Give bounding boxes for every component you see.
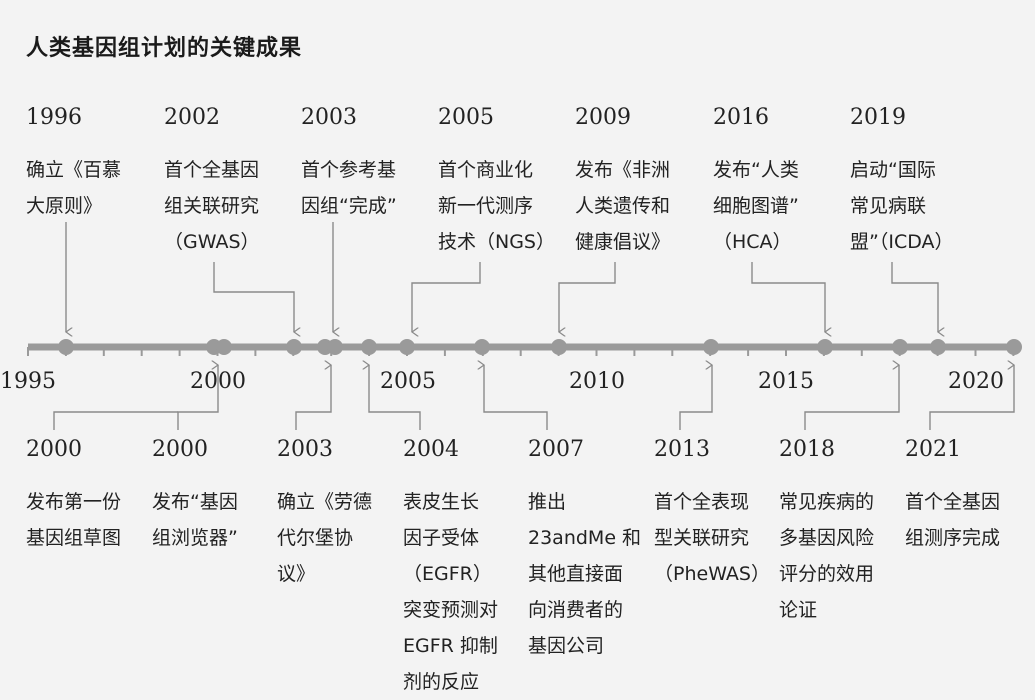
event-description: 首个参考基 因组“完成” bbox=[301, 159, 397, 217]
event-description: 确立《百慕 大原则》 bbox=[26, 159, 122, 217]
event-description: 发布第一份 基因组草图 bbox=[26, 491, 122, 549]
event-description: 发布“人类 细胞图谱” （HCA） bbox=[713, 159, 799, 253]
event-connector bbox=[559, 262, 616, 332]
event-dot bbox=[361, 339, 377, 355]
axis-label-1995: 1995 bbox=[0, 369, 56, 394]
event-year: 2021 bbox=[905, 437, 961, 462]
event-description: 首个商业化 新一代测序 技术（NGS） bbox=[438, 159, 555, 253]
event-bottom-2003: 2003 确立《劳德 代尔堡协 议》 bbox=[277, 436, 417, 592]
event-top-1996: 1996 确立《百慕 大原则》 bbox=[26, 104, 166, 224]
axis-label-2000: 2000 bbox=[190, 369, 246, 394]
event-bottom-2000-draft: 2000 发布第一份 基因组草图 bbox=[26, 436, 166, 556]
event-dot bbox=[930, 339, 946, 355]
event-connector bbox=[484, 365, 548, 430]
event-connector bbox=[295, 365, 331, 430]
event-dot bbox=[216, 339, 232, 355]
event-dot bbox=[703, 339, 719, 355]
axis-label-2010: 2010 bbox=[569, 369, 625, 394]
event-dot bbox=[474, 339, 490, 355]
event-dot bbox=[58, 339, 74, 355]
event-dot bbox=[892, 339, 908, 355]
axis-label-2020: 2020 bbox=[948, 369, 1004, 394]
event-year: 1996 bbox=[26, 105, 82, 130]
event-bottom-2004: 2004 表皮生长 因子受体 （EGFR） 突变预测对 EGFR 抑制 剂的反应 bbox=[403, 436, 543, 700]
event-dot bbox=[286, 339, 302, 355]
event-description: 启动“国际 常见病联 盟”（ICDA） bbox=[850, 159, 954, 253]
event-dots bbox=[58, 339, 1022, 355]
event-year: 2003 bbox=[301, 105, 357, 130]
event-top-2009: 2009 发布《非洲 人类遗传和 健康倡议》 bbox=[575, 104, 715, 260]
event-bottom-2000-browser: 2000 发布“基因 组浏览器” bbox=[152, 436, 292, 556]
event-connector bbox=[929, 365, 1014, 430]
event-year: 2016 bbox=[713, 105, 769, 130]
event-bottom-2013: 2013 首个全表现 型关联研究 （PheWAS） bbox=[654, 436, 794, 592]
event-description: 表皮生长 因子受体 （EGFR） 突变预测对 EGFR 抑制 剂的反应 bbox=[403, 491, 499, 693]
event-year: 2018 bbox=[779, 437, 835, 462]
event-year: 2009 bbox=[575, 105, 631, 130]
event-year: 2000 bbox=[152, 437, 208, 462]
event-top-2002: 2002 首个全基因 组关联研究 （GWAS） bbox=[164, 104, 304, 260]
event-year: 2005 bbox=[438, 105, 494, 130]
event-bottom-2021: 2021 首个全基因 组测序完成 bbox=[905, 436, 1035, 556]
event-connector bbox=[891, 262, 938, 332]
event-top-2016: 2016 发布“人类 细胞图谱” （HCA） bbox=[713, 104, 853, 260]
event-description: 首个全基因 组测序完成 bbox=[905, 491, 1001, 549]
event-connector bbox=[213, 262, 294, 332]
event-connector bbox=[177, 365, 218, 430]
event-year: 2000 bbox=[26, 437, 82, 462]
event-description: 发布“基因 组浏览器” bbox=[152, 491, 238, 549]
event-connector bbox=[369, 365, 421, 430]
event-description: 常见疾病的 多基因风险 评分的效用 论证 bbox=[779, 491, 875, 621]
event-connectors bbox=[53, 222, 1014, 430]
event-connector bbox=[412, 262, 481, 332]
event-description: 首个全表现 型关联研究 （PheWAS） bbox=[654, 491, 770, 585]
axis-label-2015: 2015 bbox=[758, 369, 814, 394]
event-year: 2013 bbox=[654, 437, 710, 462]
event-dot bbox=[399, 339, 415, 355]
event-year: 2002 bbox=[164, 105, 220, 130]
event-top-2005: 2005 首个商业化 新一代测序 技术（NGS） bbox=[438, 104, 578, 260]
event-top-2003: 2003 首个参考基 因组“完成” bbox=[301, 104, 441, 224]
event-year: 2003 bbox=[277, 437, 333, 462]
event-year: 2007 bbox=[528, 437, 584, 462]
event-description: 首个全基因 组关联研究 （GWAS） bbox=[164, 159, 260, 253]
event-connector bbox=[804, 365, 899, 430]
event-year: 2019 bbox=[850, 105, 906, 130]
event-dot bbox=[1006, 339, 1022, 355]
event-dot bbox=[817, 339, 833, 355]
event-connector bbox=[53, 411, 178, 430]
event-dot bbox=[327, 339, 343, 355]
event-connector bbox=[679, 365, 712, 430]
figure-title: 人类基因组计划的关键成果 bbox=[26, 36, 303, 61]
axis-label-2005: 2005 bbox=[380, 369, 436, 394]
event-description: 确立《劳德 代尔堡协 议》 bbox=[277, 491, 373, 585]
event-year: 2004 bbox=[403, 437, 459, 462]
event-top-2019: 2019 启动“国际 常见病联 盟”（ICDA） bbox=[850, 104, 990, 260]
event-description: 推出 23andMe 和 其他直接面 向消费者的 基因公司 bbox=[528, 491, 642, 657]
event-description: 发布《非洲 人类遗传和 健康倡议》 bbox=[575, 159, 671, 253]
event-dot bbox=[551, 339, 567, 355]
event-connector bbox=[751, 262, 825, 332]
event-bottom-2018: 2018 常见疾病的 多基因风险 评分的效用 论证 bbox=[779, 436, 919, 628]
event-bottom-2007: 2007 推出 23andMe 和 其他直接面 向消费者的 基因公司 bbox=[528, 436, 668, 664]
